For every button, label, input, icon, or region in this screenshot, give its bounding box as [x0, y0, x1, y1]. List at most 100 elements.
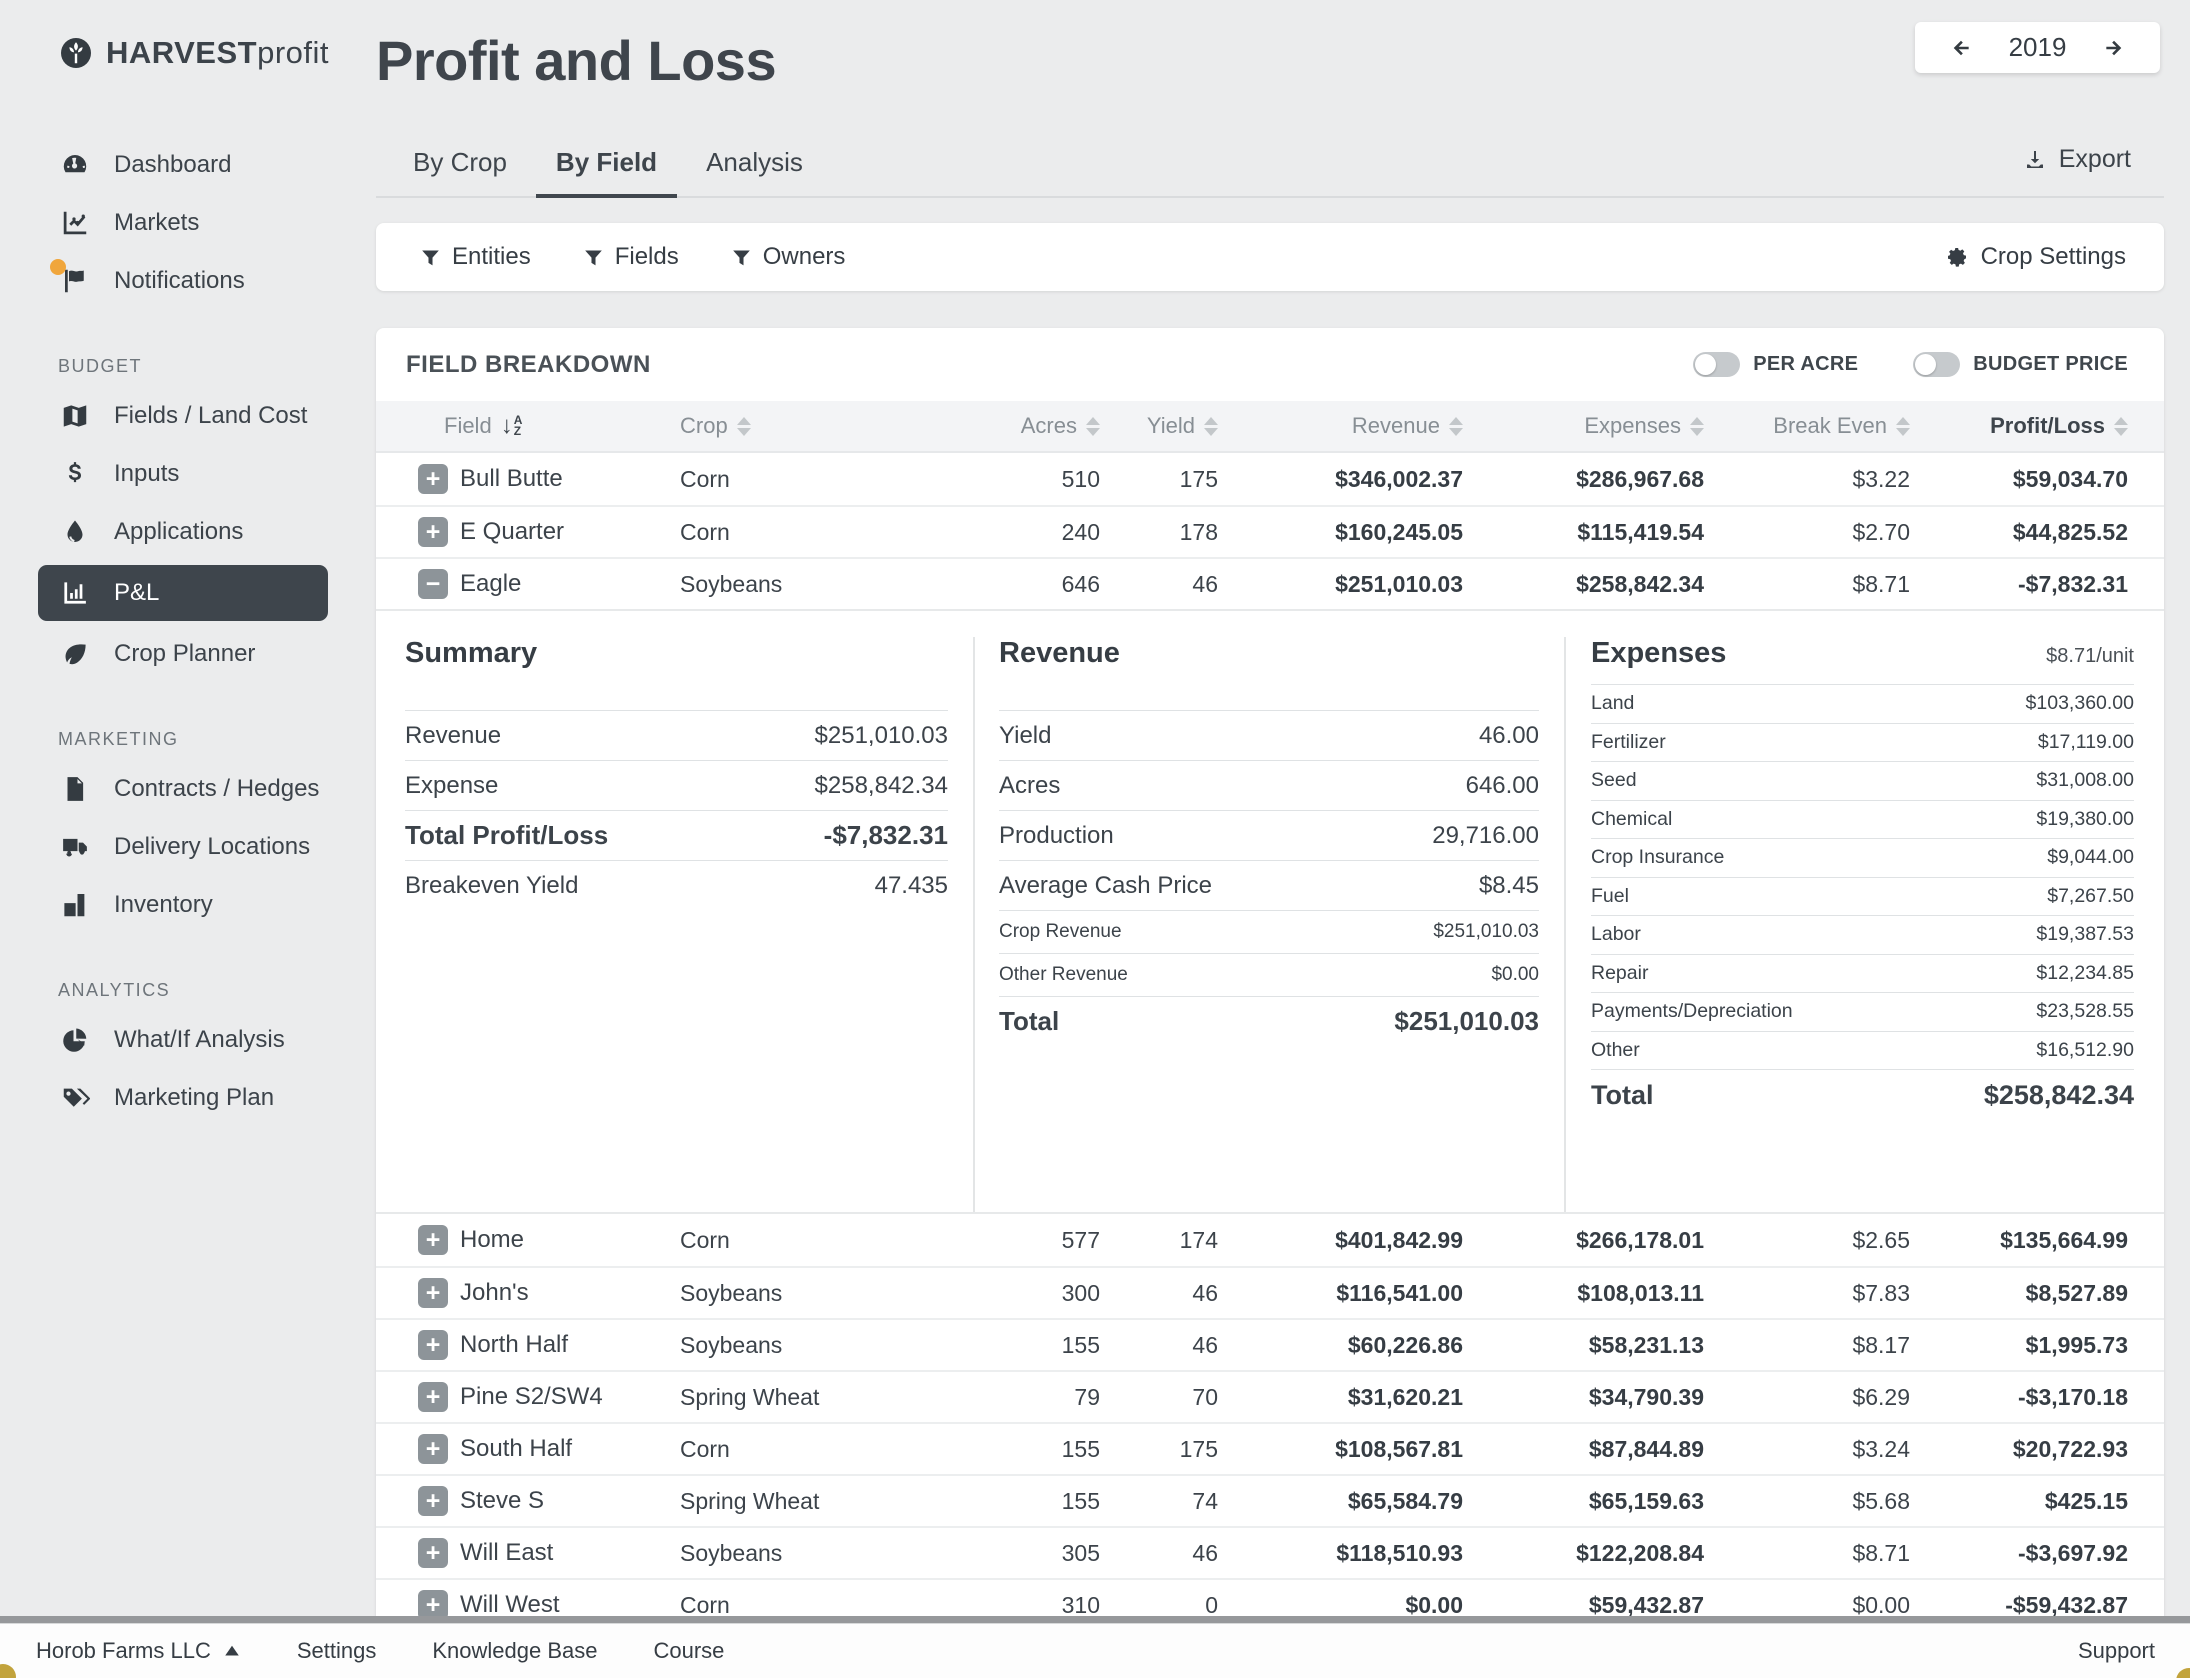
table-row-bull-butte[interactable]: + Bull Butte Corn 510 175 $346,002.37 $286,967… [376, 453, 2164, 505]
column-header-expenses[interactable]: Expenses [1463, 413, 1704, 439]
break-even-cell: $0.00 [1852, 1591, 1910, 1618]
filter-label: Owners [762, 243, 846, 270]
filter-owners[interactable]: Owners [731, 243, 846, 271]
expenses-panel: Expenses $8.71/unit Land $103,360.00 Ferti… [1566, 637, 2164, 1212]
sidebar-item-fields-land-cost[interactable]: Fields / Land Cost [0, 387, 376, 445]
table-row-south-half[interactable]: + South Half Corn 155 175 $108,567.81 $87,844.… [376, 1422, 2164, 1474]
gear-icon [1945, 245, 1969, 269]
detail-value: $258,842.34 [814, 771, 948, 799]
table-row-will-east[interactable]: + Will East Soybeans 305 46 $118,510.93 $122,2… [376, 1526, 2164, 1578]
sidebar-item-markets[interactable]: Markets [0, 194, 376, 252]
table-row-john-s[interactable]: + John's Soybeans 300 46 $116,541.00 $108,013.… [376, 1266, 2164, 1318]
sidebar-item-crop-planner[interactable]: Crop Planner [0, 625, 376, 683]
sidebar-item-inventory[interactable]: Inventory [0, 876, 376, 934]
column-label: Profit/Loss [1990, 413, 2105, 438]
sidebar-item-delivery-locations[interactable]: Delivery Locations [0, 818, 376, 876]
detail-value: $0.00 [1491, 964, 1539, 985]
expand-icon[interactable]: + [418, 1538, 448, 1568]
sidebar-item-label: Applications [114, 518, 244, 545]
crop-cell: Corn [680, 465, 730, 492]
tab-analysis[interactable]: Analysis [706, 147, 803, 177]
column-header-field[interactable]: Field ↓ A Z [376, 413, 680, 439]
column-header-crop[interactable]: Crop [680, 413, 910, 439]
harvest-profit-logo[interactable]: HARVESTprofit [0, 30, 376, 76]
previous-year-arrow-icon[interactable] [1947, 35, 1973, 61]
table-row-north-half[interactable]: + North Half Soybeans 155 46 $60,226.86 $58,23… [376, 1318, 2164, 1370]
expand-icon[interactable]: + [418, 1382, 448, 1412]
expand-icon[interactable]: + [418, 1590, 448, 1620]
toggle-switch-per-acre[interactable] [1693, 352, 1741, 377]
tags-icon [58, 1083, 92, 1113]
toggle-per-acre[interactable]: PER ACRE [1693, 352, 1858, 377]
sidebar-item-what-if-analysis[interactable]: What/If Analysis [0, 1011, 376, 1069]
column-header-profit-loss[interactable]: Profit/Loss [1910, 413, 2128, 439]
footer-link-knowledge-base[interactable]: Knowledge Base [432, 1638, 597, 1664]
profit-loss-cell: $20,722.93 [2012, 1435, 2128, 1462]
crop-cell: Soybeans [680, 1279, 783, 1306]
collapse-icon[interactable]: − [418, 569, 448, 599]
sidebar-item-applications[interactable]: Applications [0, 503, 376, 561]
horizontal-scrollbar[interactable] [0, 1616, 2190, 1623]
expand-icon[interactable]: + [418, 1278, 448, 1308]
expand-icon[interactable]: + [418, 464, 448, 494]
table-row-steve-s[interactable]: + Steve S Spring Wheat 155 74 $65,584.79 $65,1… [376, 1474, 2164, 1526]
field-cell: + Pine S2/SW4 [376, 1382, 680, 1412]
table-row-home[interactable]: + Home Corn 577 174 $401,842.99 $266,178.01 $2.… [376, 1214, 2164, 1266]
detail-row-labor: Labor $19,387.53 [1591, 915, 2134, 954]
field-name: Bull Butte [460, 465, 563, 492]
table-row-will-west[interactable]: + Will West Corn 310 0 $0.00 $59,432.87 $0.00 -$… [376, 1578, 2164, 1630]
table-row-e-quarter[interactable]: + E Quarter Corn 240 178 $160,245.05 $115,419.… [376, 505, 2164, 557]
detail-value: $258,842.34 [1983, 1080, 2134, 1110]
acres-cell: 300 [1061, 1279, 1100, 1306]
filter-entities[interactable]: Entities [420, 243, 531, 271]
column-header-acres[interactable]: Acres [910, 413, 1100, 439]
sidebar-item-inputs[interactable]: Inputs [0, 445, 376, 503]
tab-by-field[interactable]: By Field [535, 137, 678, 198]
profit-loss-cell: $1,995.73 [2025, 1331, 2128, 1358]
column-header-break-even[interactable]: Break Even [1704, 413, 1910, 439]
crop-settings-button[interactable]: Crop Settings [1945, 243, 2126, 271]
revenue-cell: $65,584.79 [1347, 1487, 1463, 1514]
expand-icon[interactable]: + [418, 1486, 448, 1516]
field-name: Steve S [460, 1487, 545, 1514]
export-label: Export [2058, 145, 2131, 173]
break-even-cell: $8.71 [1852, 570, 1910, 597]
expenses-cell: $87,844.89 [1588, 1435, 1704, 1462]
column-header-yield[interactable]: Yield [1100, 413, 1218, 439]
sidebar-item-dashboard[interactable]: Dashboard [0, 136, 376, 194]
sidebar-item-contracts-hedges[interactable]: Contracts / Hedges [0, 760, 376, 818]
table-row-eagle[interactable]: − Eagle Soybeans 646 46 $251,010.03 $258,842.3… [376, 557, 2164, 609]
tab-by-crop[interactable]: By Crop [413, 147, 507, 177]
yield-cell: 175 [1179, 465, 1218, 492]
filter-fields[interactable]: Fields [583, 243, 679, 271]
revenue-cell: $31,620.21 [1347, 1383, 1463, 1410]
detail-label: Production [999, 821, 1114, 849]
table-row-pine-s2-sw4[interactable]: + Pine S2/SW4 Spring Wheat 79 70 $31,620.21 $3… [376, 1370, 2164, 1422]
detail-label: Yield [999, 721, 1052, 749]
next-year-arrow-icon[interactable] [2102, 35, 2128, 61]
detail-row-total: Total $258,842.34 [1591, 1069, 2134, 1121]
sidebar-item-marketing-plan[interactable]: Marketing Plan [0, 1069, 376, 1127]
sidebar-item-notifications[interactable]: Notifications [0, 252, 376, 310]
sidebar-item-p-l[interactable]: P&L [38, 565, 328, 621]
toggle-budget-price[interactable]: BUDGET PRICE [1913, 352, 2128, 377]
profit-loss-cell: -$59,432.87 [2005, 1591, 2128, 1618]
footer-link-course[interactable]: Course [653, 1638, 724, 1664]
expand-icon[interactable]: + [418, 1434, 448, 1464]
support-link[interactable]: Support [2077, 1638, 2155, 1663]
field-name: E Quarter [460, 518, 565, 545]
export-button[interactable]: Export [2023, 145, 2131, 174]
toggle-switch-budget-price[interactable] [1913, 352, 1961, 377]
detail-label: Crop Revenue [999, 921, 1122, 942]
expand-icon[interactable]: + [418, 1330, 448, 1360]
column-header-revenue[interactable]: Revenue [1218, 413, 1463, 439]
crop-cell: Corn [680, 1591, 730, 1618]
summary-panel: Summary Revenue $251,010.03 Expense $258,84… [376, 637, 975, 1212]
detail-label: Crop Insurance [1591, 846, 1725, 869]
expand-icon[interactable]: + [418, 517, 448, 547]
expand-icon[interactable]: + [418, 1225, 448, 1255]
sidebar-item-label: Notifications [114, 267, 245, 294]
footer-link-horob-farms-llc[interactable]: Horob Farms LLC [36, 1638, 241, 1664]
footer-link-settings[interactable]: Settings [297, 1638, 377, 1664]
yield-cell: 46 [1192, 570, 1218, 597]
